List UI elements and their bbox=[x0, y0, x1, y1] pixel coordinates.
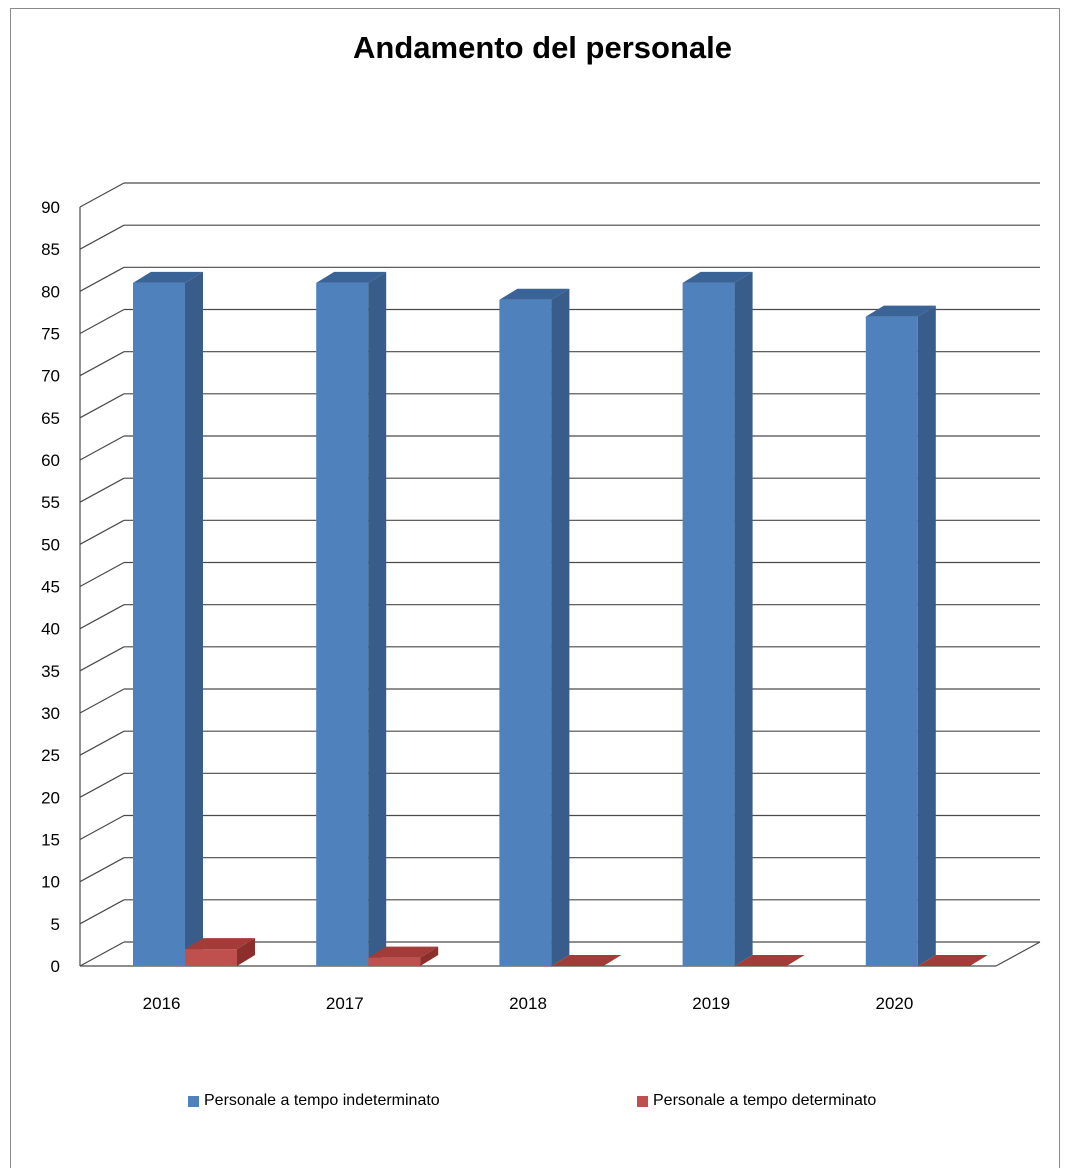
y-tick-label: 30 bbox=[41, 704, 60, 723]
legend-label-determinato: Personale a tempo determinato bbox=[653, 1092, 877, 1109]
x-tick-label: 2018 bbox=[509, 994, 547, 1013]
bar-indeterminato-2020-top bbox=[865, 305, 936, 317]
x-tick-label: 2016 bbox=[143, 994, 181, 1013]
bar-determinato-2020 bbox=[917, 955, 988, 966]
gridline-side bbox=[79, 688, 125, 714]
bar-indeterminato-2017 bbox=[316, 271, 387, 966]
gridline-side bbox=[79, 899, 125, 925]
bar-determinato-2016-top bbox=[185, 938, 255, 950]
gridline-side bbox=[79, 393, 125, 419]
legend: Personale a tempo indeterminato Personal… bbox=[0, 1092, 1065, 1116]
bar-determinato-2018 bbox=[551, 955, 622, 966]
bar-indeterminato-2020 bbox=[865, 305, 936, 967]
y-tick-label: 70 bbox=[41, 367, 60, 386]
y-tick-label: 20 bbox=[41, 788, 60, 807]
bar-determinato-2020-top bbox=[917, 955, 988, 966]
y-tick-label: 40 bbox=[41, 620, 60, 639]
x-tick-label: 2017 bbox=[326, 994, 364, 1013]
y-tick-label: 90 bbox=[41, 198, 60, 217]
gridline-side bbox=[79, 519, 125, 545]
y-tick-label: 25 bbox=[41, 746, 60, 765]
legend-swatch-indeterminato bbox=[188, 1095, 199, 1107]
gridline-side bbox=[79, 730, 125, 756]
y-tick-label: 75 bbox=[41, 325, 60, 344]
gridline-side bbox=[79, 266, 125, 292]
gridline-side bbox=[79, 646, 125, 672]
legend-item-determinato: Personale a tempo determinato bbox=[637, 1092, 876, 1110]
bar-determinato-2017-side bbox=[420, 946, 439, 966]
bar-determinato-2016-side bbox=[237, 938, 255, 966]
bar-indeterminato-2017-top bbox=[316, 271, 387, 283]
y-tick-label: 5 bbox=[51, 915, 60, 934]
bar-indeterminato-2016 bbox=[133, 271, 203, 966]
gridline-side bbox=[79, 224, 125, 250]
bar-indeterminato-2020-front bbox=[865, 316, 918, 967]
bar-determinato-2017-top bbox=[368, 946, 439, 958]
gridline-side bbox=[79, 941, 125, 967]
y-tick-label: 50 bbox=[41, 535, 60, 554]
gridline-side bbox=[79, 857, 125, 883]
gridline-side bbox=[79, 814, 125, 841]
floor-edge bbox=[995, 941, 1041, 967]
bar-indeterminato-2019 bbox=[682, 271, 753, 966]
bar-indeterminato-2019-top bbox=[682, 271, 753, 283]
bar-indeterminato-2016-front bbox=[133, 282, 185, 966]
bar-determinato-2018-top bbox=[551, 955, 622, 966]
y-tick-label: 45 bbox=[41, 578, 60, 597]
bar-indeterminato-2017-front bbox=[316, 282, 369, 966]
gridline-side bbox=[79, 308, 125, 335]
bar-indeterminato-2016-top bbox=[133, 271, 203, 283]
gridline-side bbox=[79, 182, 125, 208]
gridline-side bbox=[79, 561, 125, 588]
y-tick-label: 10 bbox=[41, 873, 60, 892]
bar-indeterminato-2019-front bbox=[682, 282, 735, 966]
y-tick-label: 0 bbox=[51, 957, 60, 976]
y-tick-label: 60 bbox=[41, 451, 60, 470]
y-tick-label: 80 bbox=[41, 282, 60, 301]
gridline-side bbox=[79, 435, 125, 461]
legend-label-indeterminato: Personale a tempo indeterminato bbox=[204, 1092, 440, 1109]
legend-item-indeterminato: Personale a tempo indeterminato bbox=[188, 1092, 440, 1110]
y-tick-label: 85 bbox=[41, 240, 60, 259]
bar-determinato-2017-front bbox=[368, 957, 421, 966]
bar-indeterminato-2020-side bbox=[917, 305, 936, 967]
y-tick-label: 15 bbox=[41, 831, 60, 850]
gridline-side bbox=[79, 772, 125, 798]
bar-indeterminato-2017-side bbox=[368, 271, 387, 966]
y-tick-label: 35 bbox=[41, 662, 60, 681]
legend-swatch-determinato bbox=[637, 1095, 648, 1107]
chart-plot: 0 5 10 15 20 25 30 35 40 45 50 55 60 65 70 75 80 85 90 2016… bbox=[41, 182, 1041, 1013]
bar-determinato-2019 bbox=[734, 955, 805, 966]
bar-determinato-2016 bbox=[185, 938, 255, 966]
bar-determinato-2016-front bbox=[185, 949, 237, 966]
x-tick-label: 2019 bbox=[692, 994, 730, 1013]
bar-indeterminato-2016-side bbox=[185, 271, 203, 966]
gridline-side bbox=[79, 604, 125, 630]
gridline-side bbox=[79, 351, 125, 377]
chart-title: Andamento del personale bbox=[353, 30, 732, 65]
bar-indeterminato-2018-side bbox=[551, 288, 570, 966]
bar-determinato-2019-top bbox=[734, 955, 805, 966]
y-tick-label: 55 bbox=[41, 493, 60, 512]
bar-indeterminato-2018-front bbox=[499, 299, 552, 966]
bar-indeterminato-2019-side bbox=[734, 271, 753, 966]
bar-determinato-2017 bbox=[368, 946, 439, 966]
bar-indeterminato-2018-top bbox=[499, 288, 570, 300]
x-tick-label: 2020 bbox=[875, 994, 913, 1013]
y-tick-label: 65 bbox=[41, 409, 60, 428]
bar-indeterminato-2018 bbox=[499, 288, 570, 966]
gridline-side bbox=[79, 477, 125, 503]
